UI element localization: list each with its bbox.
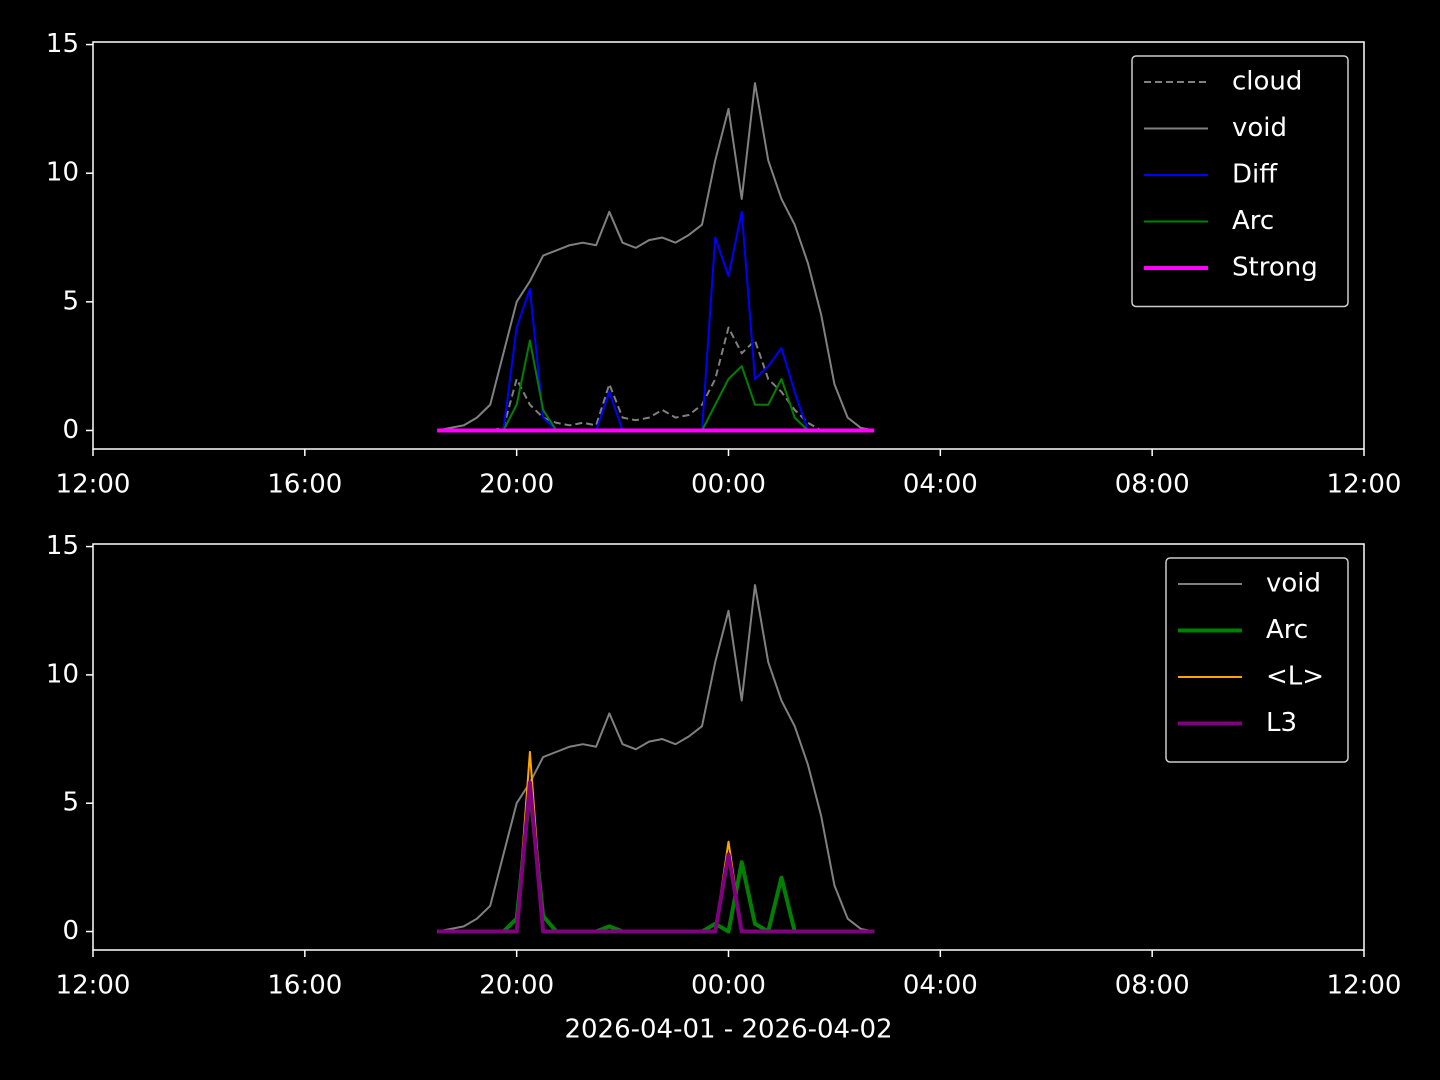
- x-tick-label: 08:00: [1115, 971, 1190, 1001]
- x-tick-label: 12:00: [56, 470, 131, 500]
- series-line: [437, 584, 875, 933]
- x-tick-label: 08:00: [1115, 470, 1190, 500]
- series-line: [437, 210, 875, 432]
- axes-frame: [92, 543, 1365, 951]
- legend-label: Strong: [1232, 253, 1318, 283]
- x-tick-label: 16:00: [267, 470, 342, 500]
- x-tick-label: 12:00: [56, 971, 131, 1001]
- legend-label: Arc: [1232, 206, 1274, 236]
- legend-label: void: [1232, 113, 1287, 143]
- y-tick-label: 5: [62, 286, 79, 316]
- x-tick-label: 04:00: [903, 470, 978, 500]
- y-tick-label: 5: [62, 788, 79, 818]
- series-line: [437, 750, 875, 933]
- series-line: [437, 82, 875, 432]
- x-axis-label: 2026-04-01 - 2026-04-02: [564, 1015, 892, 1045]
- x-tick-label: 16:00: [267, 971, 342, 1001]
- y-tick-label: 10: [46, 158, 79, 188]
- legend: cloud void Diff Arc Strong: [1131, 55, 1349, 308]
- x-tick-label: 00:00: [691, 470, 766, 500]
- y-tick-label: 0: [62, 415, 79, 445]
- x-tick-label: 04:00: [903, 971, 978, 1001]
- legend-label: Diff: [1232, 160, 1278, 190]
- legend-label: void: [1266, 569, 1321, 599]
- axes: 0 5 10 15 12:00 16:00 20:00 00:00 04:00 08:00 12:0…: [46, 531, 1402, 1044]
- x-tick-label: 20:00: [479, 971, 554, 1001]
- x-tick-label: 00:00: [691, 971, 766, 1001]
- x-tick-label: 12:00: [1327, 971, 1402, 1001]
- axes-frame: [92, 41, 1365, 450]
- y-tick-label: 10: [46, 659, 79, 689]
- y-tick-label: 15: [46, 29, 79, 59]
- legend-label: <L>: [1266, 662, 1324, 692]
- series-line: [437, 780, 875, 934]
- x-tick-label: 20:00: [479, 470, 554, 500]
- legend-label: L3: [1266, 708, 1297, 738]
- y-tick-label: 0: [62, 916, 79, 946]
- axes: 0 5 10 15 12:00 16:00 20:00 00:00 04:00 08:00 12:0…: [46, 29, 1402, 499]
- legend-label: cloud: [1232, 67, 1302, 97]
- x-tick-label: 12:00: [1327, 470, 1402, 500]
- legend: void Arc <L> L3: [1165, 557, 1349, 763]
- y-tick-label: 15: [46, 531, 79, 561]
- series-line: [437, 326, 875, 432]
- legend-box: [1165, 557, 1349, 763]
- legend-box: [1131, 55, 1349, 308]
- legend-label: Arc: [1266, 615, 1308, 645]
